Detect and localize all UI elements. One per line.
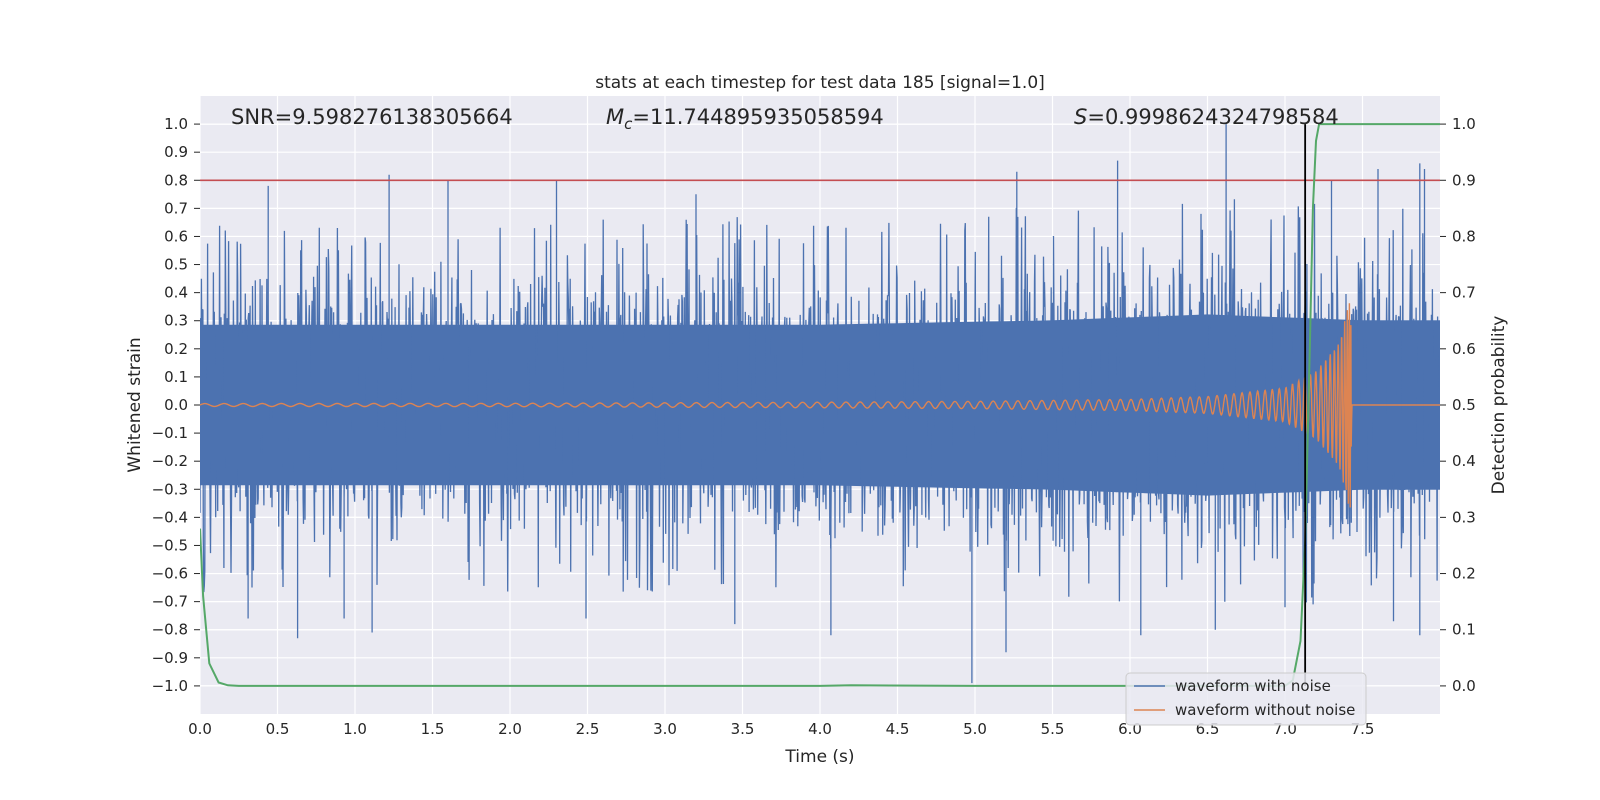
- x-tick-label: 0.5: [266, 720, 290, 738]
- y-tick-label: 0.3: [164, 312, 188, 330]
- y-tick-label: −0.2: [152, 452, 188, 470]
- y-tick-label: −0.1: [152, 424, 188, 442]
- waveform-without-noise-line: [200, 303, 1440, 508]
- y-tick-label: 0.2: [164, 340, 188, 358]
- y-tick-label: −0.5: [152, 536, 188, 554]
- y-tick-label: 0.8: [164, 171, 188, 189]
- y-tick-label: 0.1: [164, 368, 188, 386]
- y2-tick-label: 0.7: [1452, 284, 1476, 302]
- legend-label-clean: waveform without noise: [1175, 701, 1355, 719]
- x-tick-label: 1.5: [421, 720, 445, 738]
- score-symbol: S: [1074, 105, 1087, 129]
- x-tick-label: 3.0: [653, 720, 677, 738]
- legend-label-noise: waveform with noise: [1175, 677, 1331, 695]
- y2-tick-label: 0.4: [1452, 452, 1476, 470]
- y2-tick-label: 0.9: [1452, 171, 1476, 189]
- chirp-mass-symbol: M: [606, 105, 624, 129]
- y2-tick-label: 1.0: [1452, 115, 1476, 133]
- x-tick-label: 4.5: [886, 720, 910, 738]
- x-tick-label: 2.5: [576, 720, 600, 738]
- y2-tick-label: 0.2: [1452, 565, 1476, 583]
- score-stat: S=0.9998624324798584: [1074, 105, 1339, 129]
- y2-tick-label: 0.1: [1452, 621, 1476, 639]
- x-tick-label: 2.0: [498, 720, 522, 738]
- y-tick-label: −0.3: [152, 480, 188, 498]
- waveform-without-noise-series: [200, 303, 1440, 508]
- x-tick-label: 5.5: [1041, 720, 1065, 738]
- y-tick-label: 0.4: [164, 284, 188, 302]
- y-tick-label: 0.0: [164, 396, 188, 414]
- x-tick-label: 1.0: [343, 720, 367, 738]
- y-tick-label: 0.7: [164, 199, 188, 217]
- snr-stat: SNR=9.598276138305664: [231, 105, 513, 129]
- x-tick-label: 5.0: [963, 720, 987, 738]
- x-tick-label: 4.0: [808, 720, 832, 738]
- y2-tick-label: 0.8: [1452, 227, 1476, 245]
- chirp-mass-value: =11.744895935058594: [632, 105, 883, 129]
- chart-title: stats at each timestep for test data 185…: [595, 73, 1045, 93]
- y2-tick-label: 0.0: [1452, 677, 1476, 695]
- y-tick-label: −0.6: [152, 565, 188, 583]
- y-tick-label: 0.9: [164, 143, 188, 161]
- score-value: =0.9998624324798584: [1087, 105, 1338, 129]
- y-tick-label: 1.0: [164, 115, 188, 133]
- y2-tick-label: 0.5: [1452, 396, 1476, 414]
- legend-box: [1125, 672, 1367, 726]
- x-tick-label: 0.0: [188, 720, 212, 738]
- y-tick-label: −1.0: [152, 677, 188, 695]
- y-axis-label: Whitened strain: [125, 337, 145, 472]
- y2-axis-label: Detection probability: [1489, 316, 1509, 495]
- y-tick-label: −0.7: [152, 593, 188, 611]
- x-axis-label: Time (s): [784, 747, 854, 767]
- y-tick-label: −0.8: [152, 621, 188, 639]
- x-tick-label: 3.5: [731, 720, 755, 738]
- y-tick-label: −0.9: [152, 649, 188, 667]
- y2-tick-label: 0.3: [1452, 508, 1476, 526]
- waveform-with-noise-line: [200, 124, 1440, 684]
- y-tick-label: 0.5: [164, 256, 188, 274]
- legend: waveform with noise waveform without noi…: [1125, 672, 1367, 726]
- y-tick-label: 0.6: [164, 227, 188, 245]
- chirp-mass-stat: Mc=11.744895935058594: [606, 105, 884, 133]
- y2-tick-label: 0.6: [1452, 340, 1476, 358]
- chirp-mass-subscript: c: [624, 115, 633, 133]
- y-tick-label: −0.4: [152, 508, 188, 526]
